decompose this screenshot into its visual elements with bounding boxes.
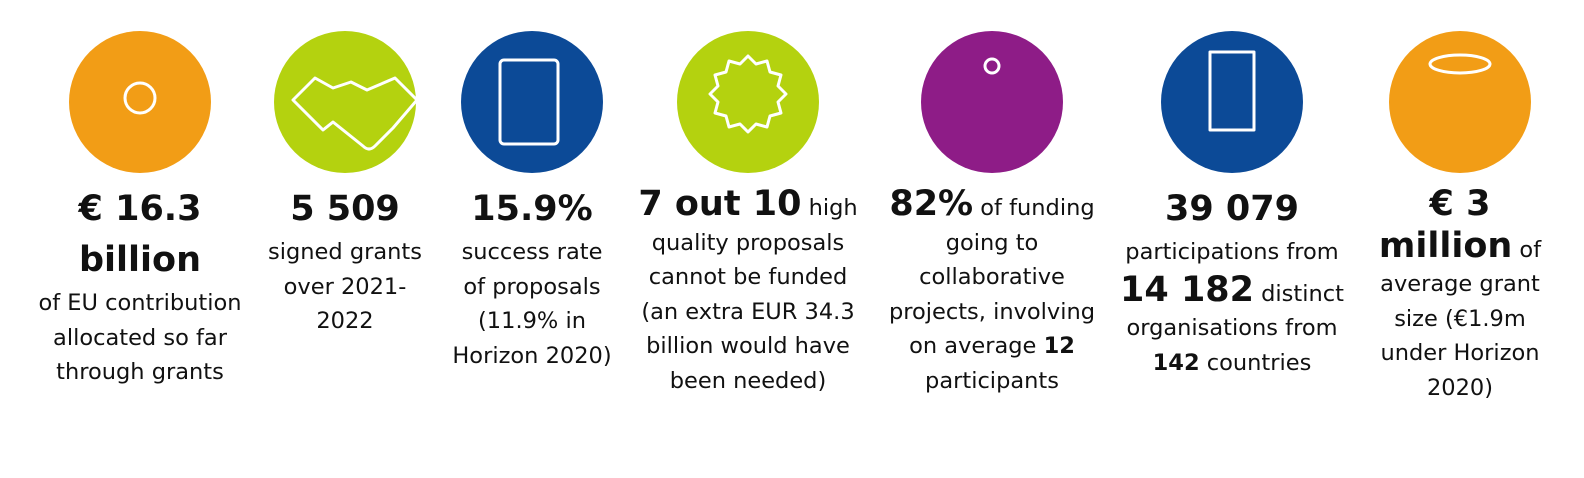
- stat-label: participants: [925, 367, 1059, 394]
- stat-icon: [921, 31, 1063, 173]
- icon-circle: [677, 31, 819, 173]
- stat-label: high quality proposals cannot be funded …: [641, 195, 858, 394]
- stat-large: 14 182: [1120, 269, 1254, 310]
- stat-item: € 3 million of average grant size (€1.9m…: [1370, 30, 1550, 405]
- stat-icon: [461, 31, 603, 173]
- stat-text: € 3 million of average grant size (€1.9m…: [1370, 184, 1550, 405]
- stat-text: 5 509 signed grants over 2021-2022: [265, 184, 425, 339]
- stat-item: 39 079 participations from 14 182 distinc…: [1120, 30, 1345, 380]
- stat-bold: 142: [1152, 349, 1200, 376]
- stat-item: 15.9% success rate of proposals (11.9% in…: [450, 30, 615, 373]
- icon-circle: [1161, 31, 1303, 173]
- stat-text: 82% of funding going to collaborative pr…: [885, 184, 1100, 398]
- icon-glyph: [291, 76, 417, 151]
- stat-label: participations from: [1125, 239, 1339, 265]
- icon-circle: [461, 31, 603, 173]
- stat-heading: 15.9%: [471, 189, 593, 229]
- icon-glyph: [983, 57, 1001, 75]
- icon-glyph: [498, 58, 560, 146]
- icon-circle: [69, 31, 211, 173]
- stat-large: 82%: [889, 184, 974, 224]
- stat-label: of EU contribution allocated so far thro…: [38, 290, 242, 385]
- stat-heading: 39 079: [1165, 189, 1299, 229]
- stat-text: 39 079 participations from 14 182 distinc…: [1120, 184, 1345, 380]
- icon-glyph: €: [123, 81, 157, 115]
- stat-bold: 12: [1043, 333, 1075, 359]
- icon-circle: [921, 31, 1063, 173]
- icon-circle: [1389, 31, 1531, 173]
- stat-icon: €: [69, 31, 211, 173]
- stat-label: signed grants over 2021-2022: [268, 239, 422, 334]
- stat-label: success rate of proposals (11.9% in Hori…: [452, 239, 612, 369]
- stat-icon: [677, 31, 819, 173]
- stat-item: 82% of funding going to collaborative pr…: [885, 30, 1100, 398]
- stat-item: 5 509 signed grants over 2021-2022: [265, 30, 425, 339]
- stat-large: € 3 million: [1378, 184, 1513, 266]
- stat-label: of funding going to collaborative projec…: [888, 195, 1096, 359]
- icon-glyph: [708, 54, 788, 134]
- stat-label: of average grant size (€1.9m under Horiz…: [1380, 236, 1542, 401]
- stat-label: countries: [1199, 349, 1312, 376]
- stat-text: 15.9% success rate of proposals (11.9% in…: [450, 184, 615, 373]
- stat-large: 7 out 10: [638, 184, 802, 224]
- icon-glyph: [1208, 50, 1256, 132]
- stat-text: 7 out 10 high quality proposals cannot b…: [636, 184, 861, 398]
- icon-circle: [274, 31, 416, 173]
- stat-heading: 5 509: [290, 189, 400, 229]
- stat-text: € 16.3 billion of EU contribution allocat…: [30, 184, 250, 390]
- stat-icon: [274, 31, 417, 173]
- icon-glyph: [1428, 53, 1492, 75]
- stat-icon: [1161, 31, 1303, 173]
- stat-item: 7 out 10 high quality proposals cannot b…: [636, 30, 861, 398]
- stat-icon: [1389, 31, 1531, 173]
- stat-label: distinct organisations from: [1126, 280, 1344, 342]
- stat-item: € € 16.3 billion of EU contribution alloca…: [30, 30, 250, 390]
- stat-heading: € 16.3 billion: [78, 189, 202, 280]
